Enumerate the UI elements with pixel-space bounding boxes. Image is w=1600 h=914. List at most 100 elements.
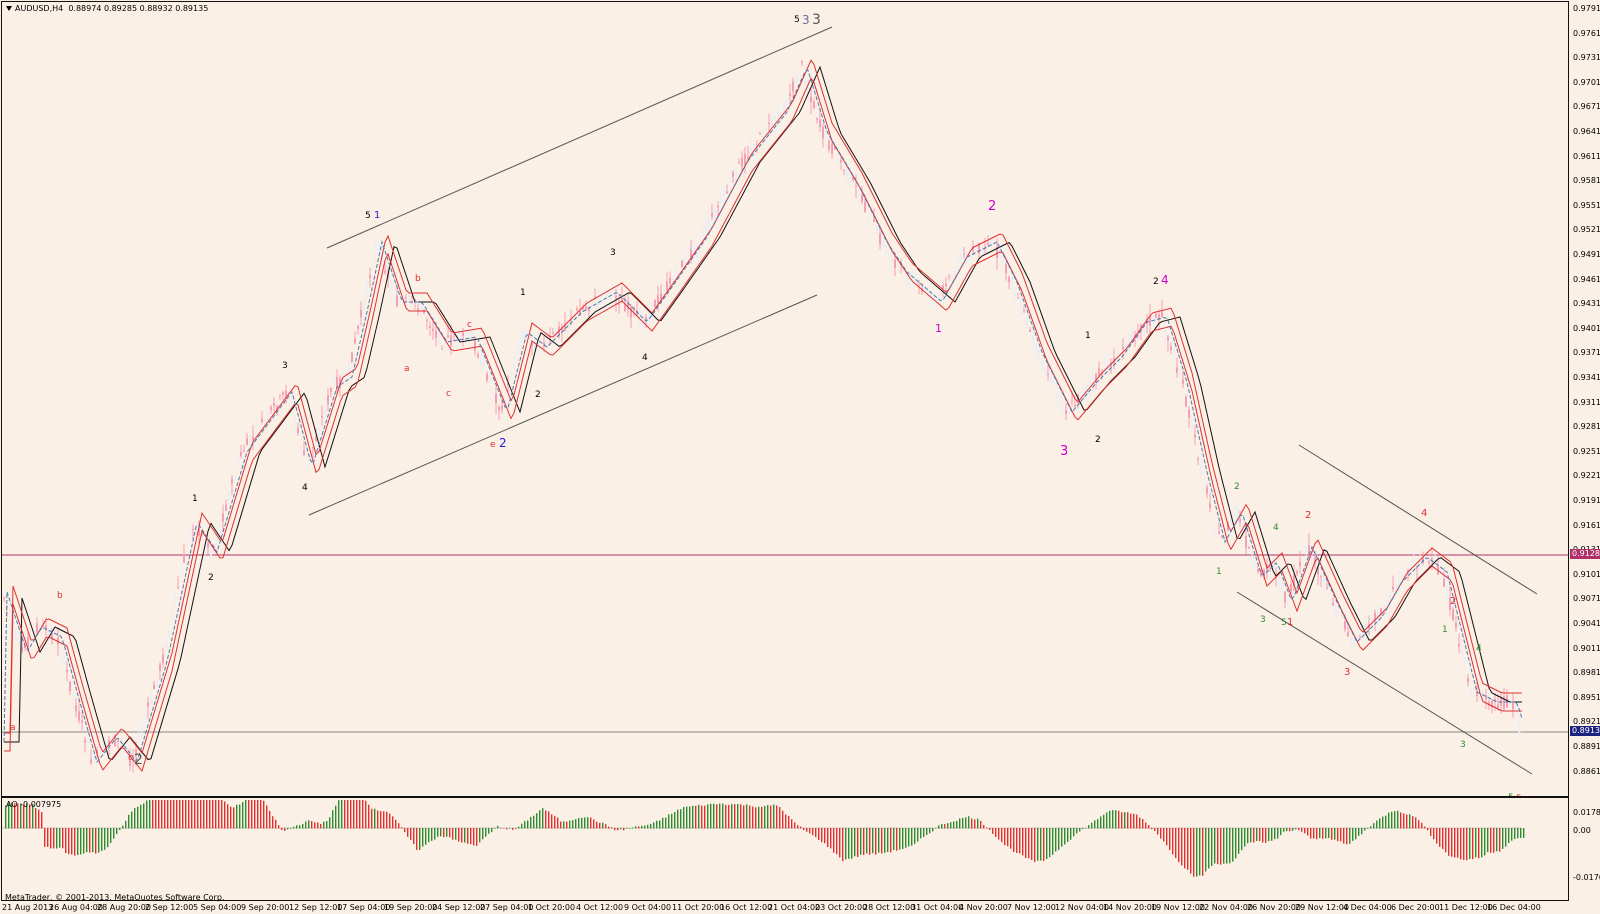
candle-body <box>618 303 620 305</box>
candle-body <box>1359 637 1361 639</box>
ao-bar <box>521 823 523 829</box>
ao-bar <box>1427 828 1429 831</box>
candle-body <box>396 295 398 307</box>
candle-body <box>957 258 959 264</box>
ao-bar <box>479 828 481 843</box>
trendline[interactable] <box>308 294 818 516</box>
ao-bar <box>413 828 415 845</box>
ao-bar <box>227 804 229 829</box>
candle-body <box>684 257 686 266</box>
candle-body <box>1032 337 1034 343</box>
dropdown-triangle-icon[interactable] <box>6 6 12 11</box>
ao-bar <box>122 825 124 829</box>
ao-bar <box>584 817 586 829</box>
ao-bar <box>782 810 784 829</box>
ao-bar <box>920 828 922 839</box>
ao-bar <box>266 805 268 829</box>
ao-bar <box>926 828 928 835</box>
ao-bar <box>107 828 109 848</box>
ao-bar <box>1484 828 1486 856</box>
ao-bar <box>758 806 760 829</box>
candle-body <box>1197 458 1199 460</box>
candle-body <box>1479 689 1481 692</box>
ao-bar <box>260 800 262 829</box>
wave-label: 1 <box>1085 331 1091 341</box>
chart-title: AUDUSD,H4 0.88974 0.89285 0.88932 0.8913… <box>6 4 208 13</box>
candle-body <box>585 306 587 310</box>
ao-bar <box>1220 828 1222 865</box>
candle-body <box>153 684 155 690</box>
candle-body <box>1200 461 1202 474</box>
ao-bar <box>956 820 958 829</box>
ao-bar <box>902 828 904 850</box>
candle-body <box>177 586 179 589</box>
ao-bar <box>1067 828 1069 842</box>
ao-bar <box>908 828 910 847</box>
ao-bar <box>506 828 508 830</box>
ao-bar <box>1106 812 1108 829</box>
ao-bar <box>8 803 10 829</box>
ao-bar <box>617 828 619 831</box>
candle-body <box>279 395 281 397</box>
ao-bar <box>530 816 532 829</box>
ao-bar <box>53 828 55 849</box>
candle-body <box>240 451 242 456</box>
ao-bar <box>1313 828 1315 839</box>
ao-bar <box>1367 828 1369 829</box>
candle-body <box>501 405 503 410</box>
candle-body <box>507 382 509 386</box>
ao-bar <box>500 827 502 829</box>
candle-body <box>1167 336 1169 341</box>
ao-bar <box>554 815 556 829</box>
ao-bar <box>29 804 31 829</box>
candle-body <box>744 154 746 165</box>
ao-bar <box>707 804 709 829</box>
ao-histogram-canvas[interactable] <box>2 798 1568 900</box>
trendline[interactable] <box>1236 591 1533 775</box>
candle-body <box>735 170 737 180</box>
candle-body <box>1515 712 1517 714</box>
candle-body <box>447 335 449 337</box>
candle-body <box>621 298 623 303</box>
ao-bar <box>722 803 724 829</box>
wave-label: 3 <box>802 13 810 27</box>
candle-body <box>996 246 998 258</box>
ao-bar <box>1370 826 1372 829</box>
ao-bar <box>1043 828 1045 861</box>
ao-bar <box>131 811 133 829</box>
ao-bar <box>1295 828 1297 830</box>
price-chart-pane[interactable]: AUDUSD,H4 0.88974 0.89285 0.88932 0.8913… <box>1 1 1569 797</box>
candle-body <box>657 294 659 304</box>
ao-bar <box>1244 828 1246 847</box>
candle-body <box>93 753 95 760</box>
trendline[interactable] <box>326 26 833 249</box>
time-axis-label: 28 Aug 20:00 <box>97 903 151 912</box>
candle-body <box>1485 695 1487 700</box>
ao-axis-label: 0.01785 <box>1573 808 1600 817</box>
ao-bar <box>41 812 43 829</box>
candle-body <box>879 233 881 245</box>
candle-body <box>72 694 74 697</box>
candle-body <box>1233 515 1235 517</box>
candle-body <box>723 188 725 196</box>
candle-body <box>576 308 578 310</box>
wave-label: 2 <box>1450 596 1456 607</box>
candle-body <box>1260 569 1262 576</box>
candle-body <box>1512 702 1514 710</box>
candle-body <box>135 749 137 756</box>
ao-bar <box>230 806 232 829</box>
ao-bar <box>950 822 952 829</box>
moving-average-lower <box>4 77 1522 773</box>
trendline[interactable] <box>1298 444 1538 595</box>
ao-indicator-pane[interactable]: AO -0.007975 <box>1 797 1569 901</box>
candle-body <box>189 531 191 535</box>
ao-bar <box>188 800 190 829</box>
candle-body <box>159 664 161 671</box>
ao-bar <box>1091 822 1093 829</box>
candle-body <box>210 552 212 557</box>
candle-body <box>441 348 443 350</box>
